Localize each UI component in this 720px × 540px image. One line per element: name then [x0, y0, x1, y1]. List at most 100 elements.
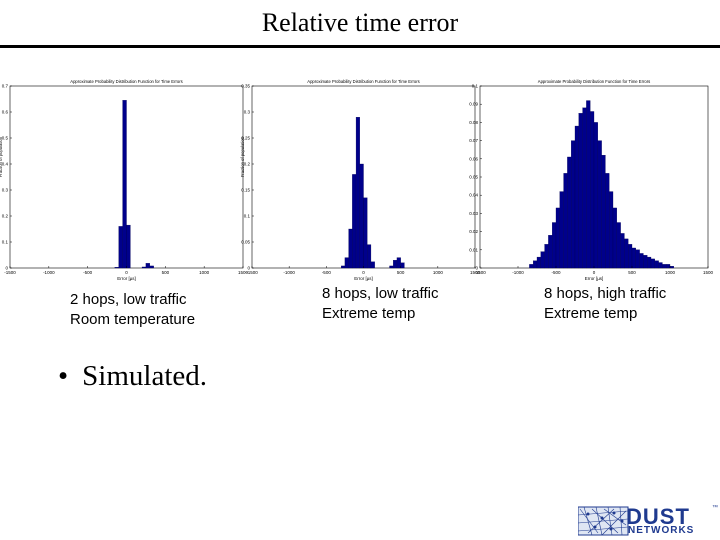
caption-line: 8 hops, low traffic: [322, 285, 439, 302]
caption-line: 8 hops, high traffic: [544, 285, 667, 302]
histogram-bar: [624, 238, 629, 269]
y-tick-label: 0.04: [469, 193, 478, 198]
y-tick-label: 0.01: [469, 247, 478, 252]
histogram-bar: [348, 228, 353, 269]
caption-line: Room temperature: [70, 311, 196, 328]
chart-title: Approximate Probability Distribution Fun…: [70, 79, 182, 84]
histogram-bar: [639, 253, 644, 269]
x-tick-label: 1000: [665, 270, 676, 275]
x-tick-label: -1000: [283, 270, 295, 275]
dust-networks-logo: DUST ™ NETWORKS: [578, 504, 718, 537]
y-tick-label: 0.2: [244, 162, 251, 167]
x-tick-label: -1500: [246, 270, 258, 275]
logo-trademark: ™: [712, 505, 718, 511]
x-tick-label: 1500: [703, 270, 714, 275]
caption-line: Extreme temp: [544, 305, 638, 322]
bullet-text: Simulated.: [82, 360, 208, 392]
bullet-icon: •: [58, 360, 69, 392]
histogram-bar: [643, 255, 648, 269]
x-tick-label: 0: [362, 270, 365, 275]
histogram-bar: [114, 267, 119, 269]
histogram-bar: [601, 155, 606, 269]
histogram-bar: [544, 244, 549, 269]
histogram-bar: [533, 260, 538, 269]
histogram-bar: [582, 107, 587, 269]
x-tick-label: -1500: [474, 270, 486, 275]
x-tick-label: 1000: [199, 270, 210, 275]
histogram-bar: [605, 173, 610, 269]
histogram-bar: [612, 207, 617, 269]
histogram-bar: [352, 174, 357, 269]
histogram-bar: [571, 140, 576, 269]
caption-8hops-high: 8 hops, high traffic Extreme temp: [544, 284, 666, 324]
slide-title: Relative time error: [261, 8, 459, 37]
histogram-bar: [126, 224, 131, 269]
histogram-bar: [647, 256, 652, 269]
y-tick-label: 0.6: [2, 110, 9, 115]
y-tick-label: 0.35: [241, 84, 250, 89]
histogram-bar: [367, 244, 372, 269]
x-tick-label: 0: [593, 270, 596, 275]
y-tick-label: 0.07: [469, 138, 478, 143]
histogram-bar: [548, 235, 553, 269]
bullet-item: • Simulated.: [58, 360, 207, 393]
histogram-bar: [536, 256, 541, 269]
histogram-bar: [650, 258, 655, 269]
histogram-bar: [628, 244, 633, 269]
histogram-bar: [393, 260, 398, 269]
histogram-bar: [118, 226, 123, 269]
histogram-bar: [669, 266, 674, 269]
histogram-bar: [574, 125, 579, 269]
histogram-bar: [555, 207, 560, 269]
x-tick-label: -1000: [43, 270, 55, 275]
y-tick-label: 0.3: [244, 110, 251, 115]
x-tick-label: -1500: [4, 270, 16, 275]
histogram-bar: [578, 113, 583, 269]
x-axis-label: Error [µs]: [585, 276, 604, 281]
y-tick-label: 0.09: [469, 102, 478, 107]
x-tick-label: 500: [162, 270, 170, 275]
logo-word-networks: NETWORKS: [628, 525, 695, 536]
histogram-bar: [586, 100, 591, 269]
y-tick-label: 0.05: [241, 240, 250, 245]
histogram-bar: [631, 247, 636, 269]
y-tick-label: 0.08: [469, 120, 478, 125]
x-tick-label: -1000: [512, 270, 524, 275]
y-tick-label: 0.1: [2, 240, 9, 245]
y-tick-label: 0: [5, 266, 8, 271]
histogram-bar: [344, 257, 349, 269]
histogram-bar: [389, 265, 394, 269]
histogram-bar: [662, 264, 667, 269]
y-tick-label: 0.2: [2, 214, 9, 219]
chart-title: Approximate Probability Distribution Fun…: [538, 79, 650, 84]
x-axis-label: Error [µs]: [354, 276, 373, 281]
histogram-bar: [529, 264, 534, 269]
globe-mesh-icon: [578, 506, 629, 536]
x-tick-label: 1500: [470, 270, 481, 275]
histogram-bar: [370, 261, 375, 269]
histogram-8hops-low-traffic: -1500 -1000 -500 0 500 1000 150000.050.10.150.…: [240, 79, 481, 281]
chart-title: Approximate Probability Distribution Fun…: [307, 79, 419, 84]
histogram-bar: [567, 156, 572, 269]
caption-2hops: 2 hops, low traffic Room temperature: [70, 290, 195, 330]
y-tick-label: 0.1: [244, 214, 251, 219]
x-tick-label: -500: [551, 270, 561, 275]
y-tick-label: 0.05: [469, 175, 478, 180]
histogram-bar: [658, 262, 663, 269]
y-tick-label: 0: [247, 266, 250, 271]
histogram-bar: [590, 111, 595, 269]
histogram-bar: [122, 100, 127, 269]
title-divider: [0, 45, 720, 48]
histogram-bar: [145, 263, 150, 269]
histogram-bar: [666, 264, 671, 269]
y-tick-label: 0.25: [241, 136, 250, 141]
histogram-bar: [396, 257, 401, 269]
histogram-bar: [552, 222, 557, 269]
x-tick-label: -500: [322, 270, 332, 275]
x-axis-label: Error [µs]: [117, 276, 136, 281]
histogram-bar: [635, 249, 640, 269]
y-tick-label: 0.7: [2, 84, 9, 89]
logo-word-dust: DUST: [626, 504, 690, 529]
x-tick-label: 1500: [238, 270, 249, 275]
y-tick-label: 0.4: [2, 162, 9, 167]
